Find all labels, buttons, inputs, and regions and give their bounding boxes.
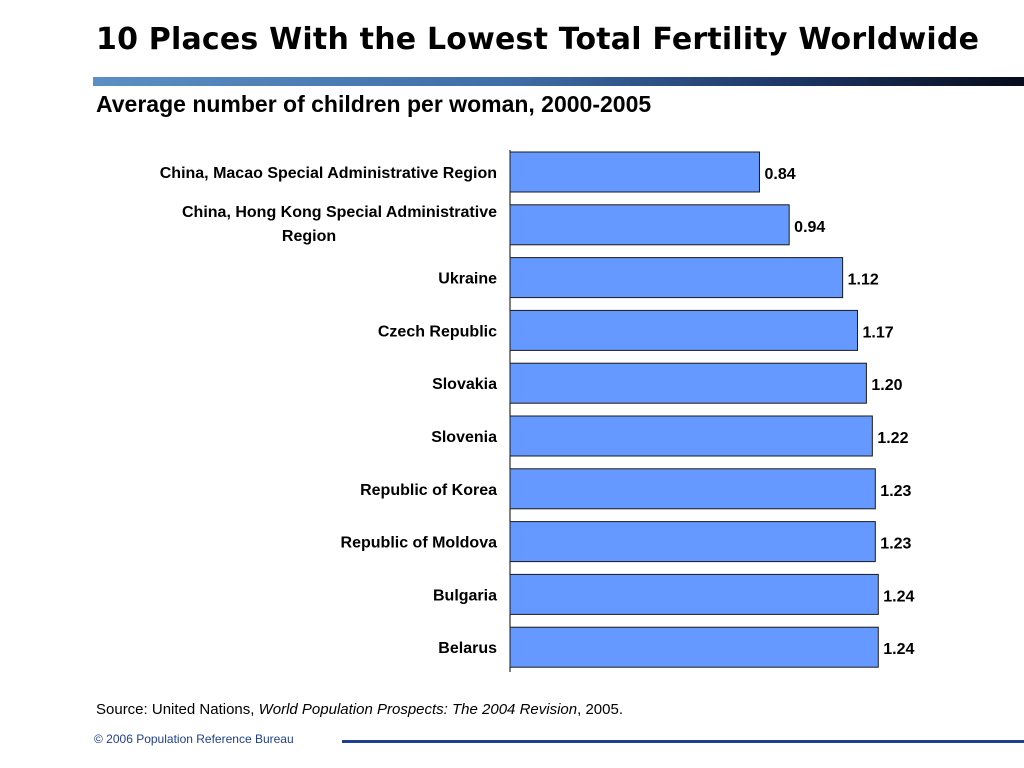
bar (509, 257, 844, 299)
bar (509, 309, 858, 351)
bar (509, 626, 879, 668)
chart-title: 10 Places With the Lowest Total Fertilit… (96, 22, 980, 57)
footer-copyright: © 2006 Population Reference Bureau (94, 732, 294, 746)
source-publication: World Population Prospects: The 2004 Rev… (258, 701, 578, 718)
bar (509, 521, 876, 563)
data-label: 0.94 (794, 219, 825, 236)
source-prefix: Source: United Nations, (96, 701, 259, 718)
data-label: 1.24 (883, 588, 914, 605)
data-label: 1.12 (848, 272, 879, 289)
source-suffix: , 2005. (577, 701, 623, 718)
category-label: China, Macao Special Administrative Regi… (160, 165, 497, 182)
data-label: 1.17 (862, 324, 893, 341)
data-label: 1.20 (871, 377, 902, 394)
bar (509, 468, 876, 510)
bar-chart: 0.84 China, Macao Special Administrative … (160, 150, 915, 672)
category-label: Republic of Moldova (341, 535, 498, 552)
category-label: Slovakia (432, 376, 497, 393)
data-label: 1.23 (880, 536, 911, 553)
category-label: Ukraine (438, 271, 497, 288)
bar (509, 204, 790, 246)
data-label: 0.84 (764, 166, 795, 183)
category-label: Belarus (438, 640, 497, 657)
category-label: Czech Republic (378, 323, 497, 340)
bar (509, 362, 867, 404)
bar (509, 415, 873, 457)
data-label: 1.22 (877, 430, 908, 447)
category-label: Republic of Korea (360, 482, 497, 499)
category-label: Bulgaria (433, 587, 497, 604)
data-label: 1.24 (883, 641, 914, 658)
source-note: Source: United Nations, World Population… (96, 701, 623, 718)
title-rule (93, 77, 1024, 86)
category-label: Slovenia (431, 429, 497, 446)
data-label: 1.23 (880, 483, 911, 500)
bar (509, 151, 760, 193)
chart-subtitle: Average number of children per woman, 20… (96, 91, 652, 117)
bar (509, 573, 879, 615)
footer-rule (342, 740, 1024, 743)
category-label: China, Hong Kong Special Administrative R… (182, 204, 497, 245)
